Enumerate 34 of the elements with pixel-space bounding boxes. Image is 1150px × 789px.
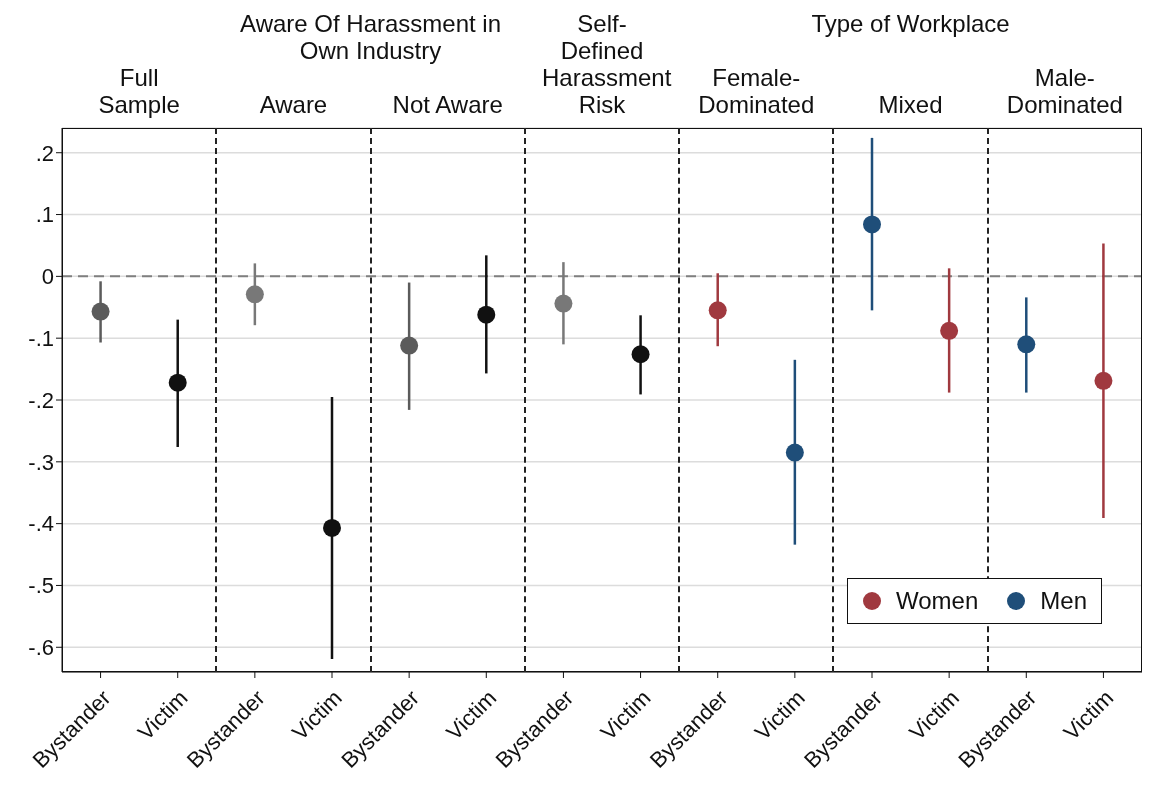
y-tick-label: 0 <box>41 264 54 290</box>
text: Male-Dominated <box>1005 64 1124 118</box>
point <box>323 518 341 537</box>
y-tick-label: -.3 <box>28 449 54 475</box>
y-tick-label: -.4 <box>28 511 54 537</box>
text: Self-Defined Harassment Risk <box>542 10 672 118</box>
text: Aware <box>258 91 329 118</box>
point <box>863 215 881 234</box>
y-tick-label: -.2 <box>28 387 54 413</box>
y-tick-label: .2 <box>35 140 54 166</box>
text: Type of Workplace <box>810 10 1011 37</box>
point <box>245 285 264 304</box>
point <box>708 301 727 320</box>
point <box>554 294 573 313</box>
point <box>631 345 650 364</box>
text: Mixed <box>877 91 944 118</box>
point <box>1017 335 1036 354</box>
y-tick-label: -.1 <box>28 325 54 351</box>
text: Aware Of Harassment in Own Industry <box>239 10 503 64</box>
point <box>91 302 110 321</box>
text: Full Sample <box>97 64 181 118</box>
text: Female-Dominated <box>697 64 816 118</box>
point <box>1094 371 1113 390</box>
y-tick-label: -.6 <box>28 635 54 661</box>
y-tick-label: -.5 <box>28 573 54 599</box>
text: Not Aware <box>391 91 504 118</box>
point <box>785 443 804 462</box>
legend-label: Women <box>896 587 979 615</box>
point <box>477 305 496 324</box>
point <box>168 373 187 392</box>
legend-label: Men <box>1040 587 1087 615</box>
point <box>400 336 419 355</box>
point <box>940 321 959 340</box>
y-tick-label: .1 <box>35 202 54 228</box>
